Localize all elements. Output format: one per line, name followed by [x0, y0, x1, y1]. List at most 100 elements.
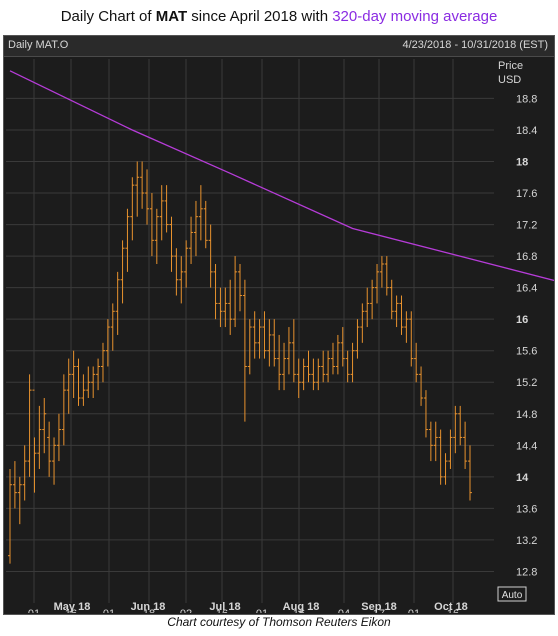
- title-prefix: Daily Chart of: [60, 8, 156, 25]
- price-bar: [301, 358, 306, 391]
- price-bar: [409, 311, 414, 367]
- price-bar: [140, 161, 145, 209]
- price-bar: [365, 287, 370, 328]
- price-bar: [32, 389, 37, 493]
- price-bar: [61, 374, 66, 446]
- price-chart[interactable]: 12.8 13.2 13.6 14 14.4 14.8 15.2 15.6 16 16.4 16.8…: [4, 57, 554, 613]
- chart-header-bar: Daily MAT.O 4/23/2018 - 10/31/2018 (EST): [4, 36, 554, 57]
- price-bar: [350, 342, 355, 383]
- price-bar: [76, 358, 81, 406]
- y-tick-label: 15.6: [516, 346, 537, 358]
- price-bar: [330, 342, 335, 375]
- price-bar: [463, 421, 468, 469]
- price-bar: [130, 177, 135, 241]
- price-bar: [208, 224, 213, 288]
- price-bar: [154, 208, 159, 264]
- price-bar: [321, 350, 326, 383]
- price-bar: [340, 327, 345, 367]
- x-day-tick-label: 16: [293, 608, 305, 613]
- price-bar: [12, 461, 17, 509]
- price-bar: [203, 200, 208, 249]
- price-bar: [296, 358, 301, 399]
- y-tick-label: 18.8: [516, 93, 537, 105]
- price-bar: [159, 185, 164, 241]
- price-bar: [218, 287, 223, 328]
- price-bar: [189, 216, 194, 264]
- price-bar: [355, 319, 360, 359]
- y-tick-label: 13.6: [516, 503, 537, 515]
- title-ma-label: 320-day moving average: [332, 8, 498, 25]
- price-bar: [306, 350, 311, 383]
- title-middle: since April 2018 with: [187, 8, 333, 25]
- y-tick-label: 13.2: [516, 535, 537, 547]
- title-ticker: MAT: [155, 8, 188, 25]
- x-day-tick-label: 01: [28, 608, 40, 613]
- price-bar: [282, 342, 287, 391]
- y-tick-label: 14: [516, 472, 529, 484]
- price-bar: [17, 476, 22, 525]
- x-day-tick-label: 16: [216, 608, 228, 613]
- price-bar: [81, 374, 86, 406]
- price-bar: [419, 366, 424, 406]
- price-bar: [193, 200, 198, 257]
- x-day-tick-label: 17: [373, 608, 385, 613]
- price-bar: [8, 468, 12, 564]
- price-bar: [453, 405, 458, 454]
- price-bar: [286, 327, 291, 375]
- price-bar: [242, 279, 247, 422]
- price-bar: [86, 366, 91, 399]
- x-day-tick-label: 01: [103, 608, 115, 613]
- auto-scale-button-label[interactable]: Auto: [502, 590, 523, 601]
- auto-scale-button[interactable]: [497, 586, 527, 602]
- chart-title: Daily Chart of MAT since April 2018 with…: [0, 8, 558, 25]
- price-bar: [291, 319, 296, 383]
- price-bar: [149, 193, 154, 257]
- y-tick-label: 16.8: [516, 251, 537, 263]
- y-tick-label: 14.8: [516, 409, 537, 421]
- y-tick-label: 16.4: [516, 283, 537, 295]
- price-bar: [468, 445, 472, 501]
- price-bar: [428, 421, 433, 462]
- x-day-tick-label: 01: [408, 608, 420, 613]
- x-month-label: Jul 18: [209, 601, 240, 613]
- price-bar: [115, 271, 120, 335]
- price-bar: [262, 311, 267, 359]
- price-bar: [164, 185, 169, 233]
- price-bar: [228, 279, 233, 335]
- price-bar: [345, 350, 350, 383]
- price-bar: [100, 342, 105, 383]
- price-bar: [252, 311, 257, 359]
- price-bar: [316, 358, 321, 391]
- y-tick-label: 18.4: [516, 125, 537, 137]
- price-bar: [233, 256, 238, 328]
- price-bar: [96, 358, 101, 391]
- y-tick-label: 14.4: [516, 440, 537, 452]
- price-bar: [105, 319, 110, 367]
- price-bar: [110, 303, 115, 351]
- price-bar: [335, 334, 340, 375]
- price-bar: [311, 358, 316, 391]
- price-bar: [27, 374, 32, 477]
- x-day-tick-label: 16: [65, 608, 77, 613]
- x-month-label: May 18: [54, 601, 91, 613]
- y-tick-label: 18: [516, 156, 528, 168]
- x-month-label: Sep 18: [361, 601, 396, 613]
- date-range-label: 4/23/2018 - 10/31/2018 (EST): [402, 39, 548, 51]
- price-bar: [370, 279, 375, 320]
- x-day-tick-label: 01: [256, 608, 268, 613]
- price-bar: [375, 263, 380, 304]
- price-bar: [179, 256, 184, 304]
- price-bar: [433, 421, 438, 462]
- price-bar: [399, 295, 404, 335]
- x-month-label: Jun 18: [131, 601, 166, 613]
- price-bar: [91, 366, 96, 399]
- price-bar: [125, 208, 130, 272]
- x-month-label: Aug 18: [283, 601, 320, 613]
- y-tick-label: 17.6: [516, 188, 537, 200]
- price-bar: [145, 169, 150, 225]
- price-bar: [404, 311, 409, 343]
- price-bar: [42, 398, 47, 454]
- price-bar: [443, 453, 448, 485]
- x-day-tick-label: 18: [143, 608, 155, 613]
- price-bar: [414, 342, 419, 383]
